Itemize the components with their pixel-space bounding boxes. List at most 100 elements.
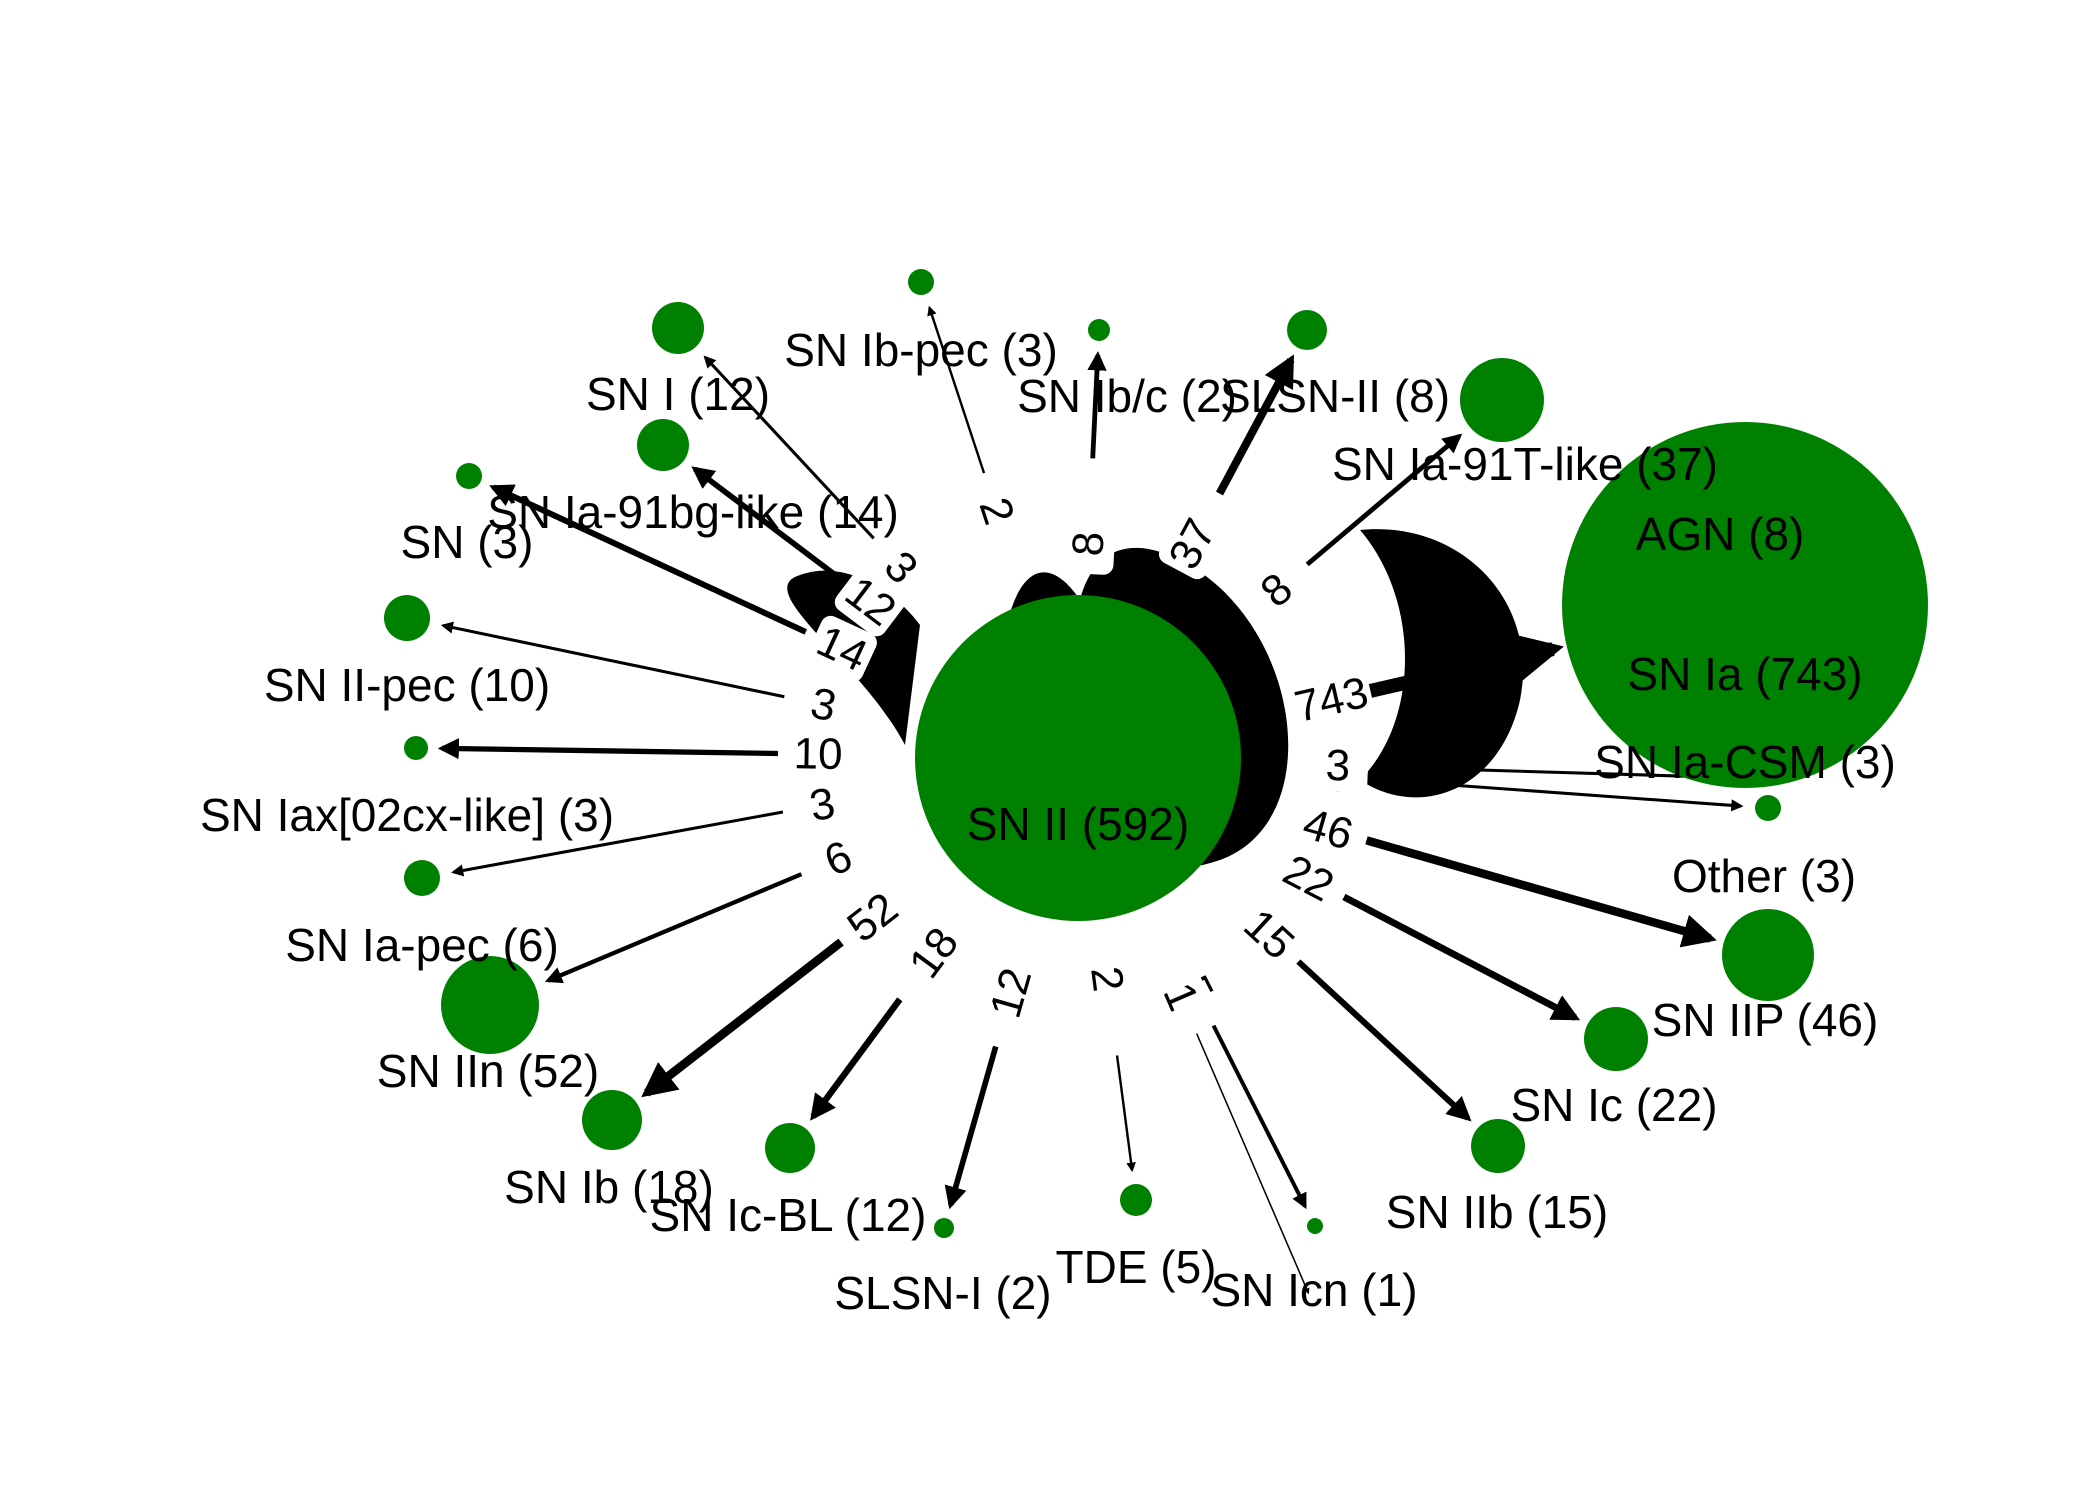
edge-sn-ia-pec	[544, 872, 803, 984]
node-agn	[1460, 358, 1544, 442]
edge-slsn-i	[1115, 1055, 1136, 1173]
node-slsn-i	[1120, 1184, 1152, 1216]
edge-label-box	[1294, 798, 1362, 861]
edge-sn-iax-02cx-like	[451, 810, 784, 877]
edge-sn-ic	[1342, 893, 1581, 1021]
edge-sn-iin	[641, 938, 844, 1098]
edge-sn	[440, 621, 785, 699]
edge-label-sn-ii-pec: 10	[787, 727, 849, 781]
node-sn-ib-c	[908, 269, 934, 295]
edge-label-box	[980, 959, 1042, 1027]
edge-label-box	[790, 675, 857, 735]
edge-label-box	[1298, 669, 1365, 730]
edge-label-sn-ic-bl: 12	[980, 959, 1042, 1027]
edge-sn-i	[691, 466, 841, 580]
node-sn-iib	[1471, 1119, 1525, 1173]
edge-label-slsn-i: 2	[1078, 947, 1136, 1011]
edge-sn-ib	[810, 997, 903, 1121]
node-label-sn-ic: SN Ic (22)	[1510, 1079, 1717, 1131]
edge-label-sn-iib: 15	[1233, 899, 1305, 970]
node-label-sn: SN (3)	[401, 516, 534, 568]
node-sn-ic	[1584, 1007, 1648, 1071]
edge-label-sn-iip: 46	[1294, 798, 1362, 861]
edge-other	[1377, 778, 1744, 812]
edge-label-box	[1158, 508, 1227, 580]
node-label-sn-ii-pec: SN II-pec (10)	[264, 659, 550, 711]
node-label-sn-iib: SN IIb (15)	[1386, 1186, 1608, 1238]
edge-label-sn-iax-02cx-like: 3	[789, 775, 855, 835]
edge-sn-iip	[1365, 836, 1717, 948]
edge-label-box	[789, 775, 855, 835]
edge-label-box	[1307, 739, 1369, 793]
edge-label-sn: 3	[790, 675, 857, 735]
edge-label-sn-ia-91bg-like: 14	[807, 615, 877, 682]
node-label-sn-icn: SN Icn (1)	[1210, 1264, 1417, 1316]
edge-sn-ii-pec	[437, 738, 779, 760]
edge-label-sn-ib-c: 2	[965, 477, 1029, 546]
node-label-sn-ia-91t-like: SN Ia-91T-like (37)	[1332, 438, 1718, 490]
edge-label-sn-ic: 22	[1273, 844, 1344, 912]
edge-sn-ia-91t-like	[1216, 354, 1295, 496]
node-label-sn-ii: SN II (592)	[967, 798, 1189, 850]
edge-label-box	[899, 917, 969, 989]
edge-label-sn-ia-pec: 6	[803, 826, 873, 892]
edge-label-text: 15	[1234, 900, 1303, 969]
edge-label-box	[1233, 899, 1305, 970]
node-label-sn-ic-bl: SN Ic-BL (12)	[650, 1189, 927, 1241]
node-other	[1755, 795, 1781, 821]
node-sn-i	[637, 419, 689, 471]
edge-sn-ic-bl	[944, 1045, 999, 1210]
edge-sn-iib	[1296, 959, 1472, 1122]
edge-label-text: 8	[1063, 531, 1113, 558]
node-label-sn-ia: SN Ia (743)	[1627, 648, 1862, 700]
edge-agn	[1305, 433, 1463, 567]
node-label-sn-ib: SN Ib (18)	[504, 1161, 714, 1213]
edge-label-sn-ia: 743	[1290, 668, 1373, 732]
edge-label-box	[807, 615, 877, 682]
node-sn-ib	[765, 1123, 815, 1173]
node-sn-ii-pec	[404, 736, 428, 760]
node-label-agn: AGN (8)	[1636, 508, 1805, 560]
edge-slsn-ii	[1087, 351, 1107, 459]
node-label-sn-i: SN I (12)	[586, 368, 770, 420]
edge-sn-ib-pec	[703, 355, 875, 540]
edge-sn-ib-c	[927, 305, 986, 474]
node-label-sn-ia-csm: SN Ia-CSM (3)	[1594, 736, 1896, 788]
edge-sn-ia-91bg-like	[489, 484, 808, 635]
node-label-tde: TDE (5)	[1056, 1241, 1217, 1293]
node-sn-ii	[915, 595, 1241, 921]
node-label-other: Other (3)	[1672, 850, 1856, 902]
edge-sn-icn	[1195, 1033, 1310, 1295]
edge-label-text: 743	[1290, 668, 1373, 732]
node-sn	[384, 595, 430, 641]
node-sn-ia-91t-like	[1287, 310, 1327, 350]
node-label-slsn-ii: SLSN-II (8)	[1220, 370, 1450, 422]
edge-label-box	[787, 727, 849, 781]
edge-sn-ia-csm	[1377, 765, 1734, 784]
edge-label-box	[1273, 844, 1344, 912]
edge-label-box	[965, 477, 1029, 546]
edge-label-sn-ia-91t-like: 37	[1158, 508, 1227, 580]
edges-layer	[437, 305, 1744, 1295]
edge-label-box	[1241, 555, 1313, 626]
node-label-sn-ib-c: SN Ib/c (2)	[1017, 370, 1237, 422]
edge-tde	[1211, 1024, 1307, 1210]
edge-label-box	[834, 566, 907, 637]
edge-labels-layer: 74337882312143103652181225115224633	[787, 477, 1373, 1032]
node-sn-iax-02cx-like	[404, 860, 440, 896]
node-label-sn-ia-pec: SN Ia-pec (6)	[285, 919, 559, 971]
edge-label-text: 3	[1325, 741, 1351, 791]
edge-label-sn-iin: 52	[837, 882, 909, 953]
self-loop-sn-ia	[1360, 529, 1524, 798]
edge-label-sn-ia-csm: 3	[1307, 739, 1369, 793]
node-label-sn-ib-pec: SN Ib-pec (3)	[784, 324, 1058, 376]
edge-label-box	[1078, 947, 1136, 1011]
edge-label-box	[1061, 513, 1116, 575]
edge-label-sn-ib: 18	[899, 917, 969, 989]
edge-label-text: 18	[900, 919, 968, 987]
node-sn-iin	[582, 1090, 642, 1150]
edge-label-text: 10	[793, 729, 843, 779]
node-slsn-ii	[1088, 319, 1110, 341]
node-label-sn-iin: SN IIn (52)	[377, 1045, 599, 1097]
node-label-slsn-i: SLSN-I (2)	[834, 1267, 1051, 1319]
